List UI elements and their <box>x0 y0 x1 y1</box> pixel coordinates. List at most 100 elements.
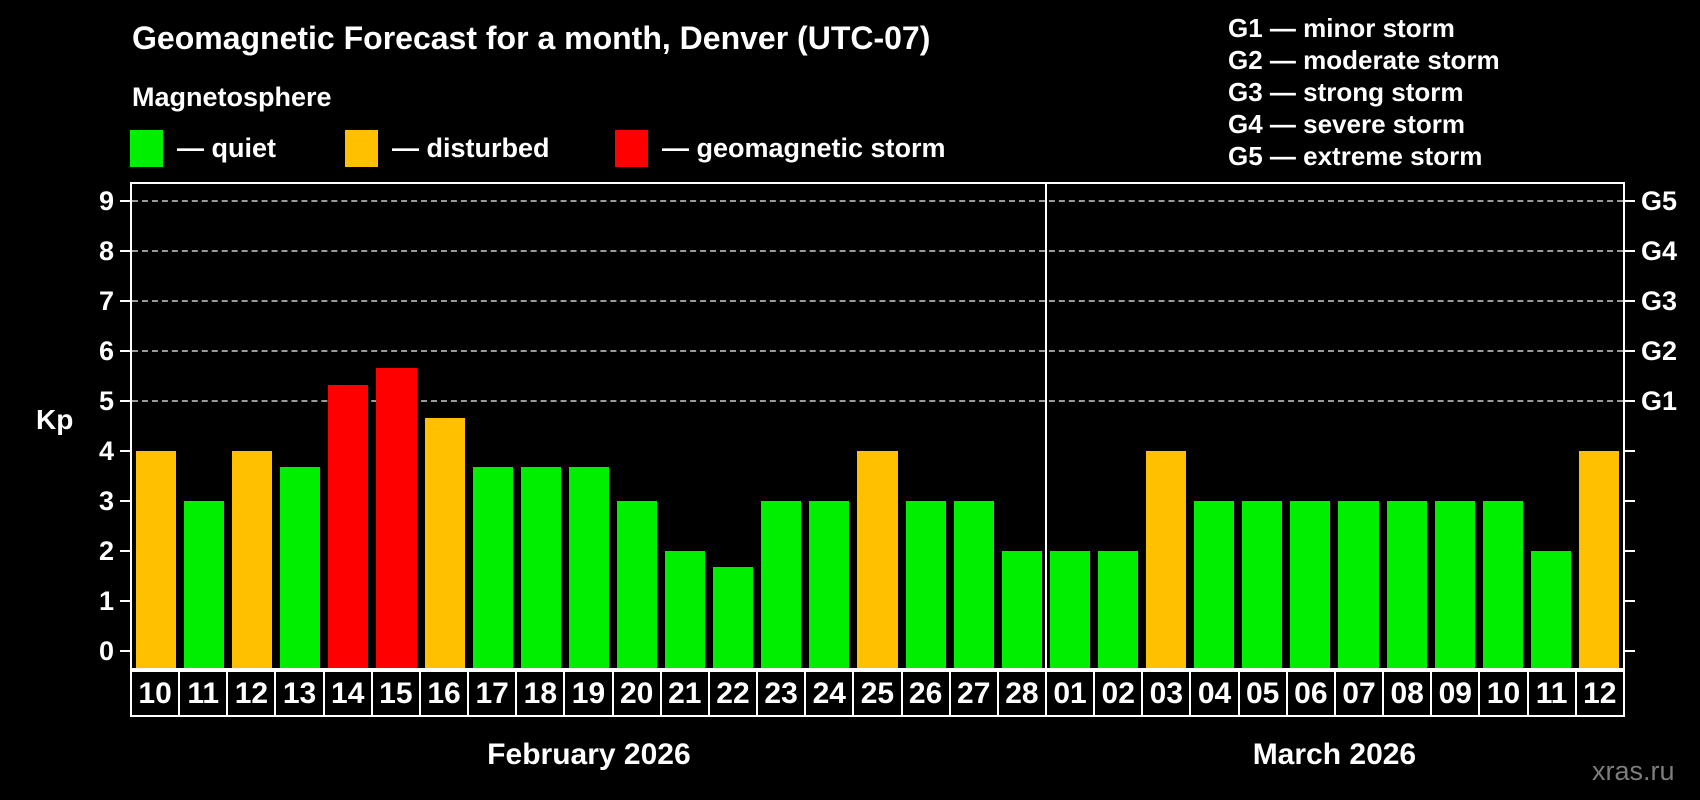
kp-bar-day-27 <box>953 500 994 668</box>
y-tick-label-4: 4 <box>98 435 114 466</box>
gridline-kp5 <box>132 400 1623 403</box>
day-label-feb-22: 22 <box>710 672 759 715</box>
g-scale-label-g4: G4 <box>1641 236 1678 267</box>
kp-bar-day-18 <box>520 467 561 668</box>
y-axis-tick-left-6 <box>120 350 130 353</box>
legend-label-quiet: — quiet <box>177 132 276 163</box>
legend-item-quiet: — quiet <box>130 128 276 168</box>
kp-bar-day-28 <box>1001 550 1042 668</box>
page-title: Geomagnetic Forecast for a month, Denver… <box>132 20 931 56</box>
kp-bar-day-12 <box>232 450 273 668</box>
legend-label-disturbed: — disturbed <box>392 132 550 163</box>
disturbed-color-swatch <box>345 129 378 167</box>
plot-inner <box>132 184 1623 668</box>
day-label-feb-12: 12 <box>228 672 277 715</box>
g-legend-row-g4: G4 — severe storm <box>1228 109 1466 139</box>
day-label-feb-17: 17 <box>469 672 518 715</box>
gridline-kp6 <box>132 350 1623 353</box>
day-label-feb-23: 23 <box>758 672 807 715</box>
kp-bar-day-08 <box>1386 500 1427 668</box>
legend-item-disturbed: — disturbed <box>345 128 550 168</box>
day-label-feb-15: 15 <box>373 672 421 715</box>
y-axis-tick-right-4 <box>1625 449 1635 452</box>
day-label-mar-12: 12 <box>1583 677 1617 710</box>
y-tick-label-5: 5 <box>98 386 114 417</box>
kp-bar-day-06 <box>1290 500 1331 668</box>
kp-bar-day-05 <box>1242 500 1283 668</box>
y-axis-tick-right-3 <box>1625 499 1635 502</box>
y-axis-tick-right-5 <box>1625 400 1635 403</box>
kp-bar-day-09 <box>1434 500 1475 668</box>
legend-label-storm: — geomagnetic storm <box>662 132 946 163</box>
day-label-mar-10: 10 <box>1480 672 1529 715</box>
y-axis-tick-left-8 <box>120 250 130 253</box>
y-axis-tick-right-8 <box>1625 250 1635 253</box>
kp-bar-day-20 <box>616 500 658 668</box>
day-label-feb-13: 13 <box>276 672 325 715</box>
day-label-feb-14: 14 <box>325 672 373 715</box>
day-label-feb-18: 18 <box>517 672 566 715</box>
day-label-mar-02: 02 <box>1095 672 1144 715</box>
kp-bar-day-10 <box>136 450 177 668</box>
kp-bar-day-04 <box>1194 500 1235 668</box>
kp-bar-day-23 <box>761 500 802 668</box>
day-label-mar-04: 04 <box>1191 672 1240 715</box>
day-label-mar-06: 06 <box>1288 672 1336 715</box>
y-tick-label-6: 6 <box>98 336 114 367</box>
kp-bar-day-21 <box>665 550 706 668</box>
day-label-mar-08: 08 <box>1384 672 1433 715</box>
day-label-feb-27: 27 <box>951 672 999 715</box>
storm-color-swatch <box>615 129 648 167</box>
day-label-feb-24: 24 <box>806 672 855 715</box>
g-legend-row-g5: G5 — extreme storm <box>1228 141 1483 171</box>
y-tick-label-9: 9 <box>98 186 114 217</box>
g-scale-label-g2: G2 <box>1641 336 1678 367</box>
y-tick-label-3: 3 <box>98 485 114 516</box>
month-divider <box>1044 184 1047 668</box>
day-label-feb-19: 19 <box>565 672 614 715</box>
kp-bar-day-11 <box>184 500 225 668</box>
kp-bar-day-10 <box>1482 500 1523 668</box>
g-legend-row-g3: G3 — strong storm <box>1228 77 1464 107</box>
y-axis-tick-left-9 <box>120 200 130 203</box>
kp-bar-day-02 <box>1097 550 1139 668</box>
day-label-feb-21: 21 <box>662 672 710 715</box>
kp-bar-day-24 <box>809 500 850 668</box>
kp-bar-day-19 <box>568 467 609 668</box>
y-axis-tick-right-9 <box>1625 200 1635 203</box>
kp-bar-day-12 <box>1578 450 1619 668</box>
kp-bar-day-17 <box>472 467 513 668</box>
kp-bar-day-13 <box>280 467 321 668</box>
plot-area <box>130 182 1625 670</box>
y-axis-tick-right-7 <box>1625 300 1635 303</box>
y-tick-label-1: 1 <box>98 585 114 616</box>
kp-bar-day-15 <box>376 367 417 668</box>
chart-subtitle: Magnetosphere <box>132 82 332 112</box>
kp-bar-day-22 <box>713 567 754 668</box>
y-axis-tick-left-3 <box>120 499 130 502</box>
day-label-feb-25: 25 <box>854 672 903 715</box>
gridline-kp8 <box>132 250 1623 253</box>
day-label-mar-05: 05 <box>1240 672 1288 715</box>
g-legend-row-g1: G1 — minor storm <box>1228 13 1455 43</box>
day-label-mar-07: 07 <box>1336 672 1385 715</box>
y-axis-tick-right-0 <box>1625 649 1635 652</box>
g-legend-row-g2: G2 — moderate storm <box>1228 45 1500 75</box>
y-tick-label-2: 2 <box>98 535 114 566</box>
g-scale-label-g1: G1 <box>1641 386 1678 417</box>
month-label-march: March 2026 <box>1252 738 1417 771</box>
kp-bar-day-14 <box>328 384 369 668</box>
day-label-mar-03: 03 <box>1143 672 1192 715</box>
kp-bar-day-16 <box>424 417 465 668</box>
g-scale-label-g3: G3 <box>1641 286 1678 317</box>
day-label-mar-11: 11 <box>1529 672 1577 715</box>
y-axis-tick-left-1 <box>120 599 130 602</box>
y-tick-label-8: 8 <box>98 236 114 267</box>
y-axis-tick-right-1 <box>1625 599 1635 602</box>
g-scale-legend: G1 — minor storm G2 — moderate storm G3 — … <box>1228 12 1500 172</box>
legend-item-storm: — geomagnetic storm <box>615 128 946 168</box>
kp-bar-day-01 <box>1049 550 1090 668</box>
day-label-feb-28: 28 <box>999 672 1047 715</box>
kp-bar-day-26 <box>905 500 946 668</box>
day-label-mar-09: 09 <box>1432 672 1481 715</box>
